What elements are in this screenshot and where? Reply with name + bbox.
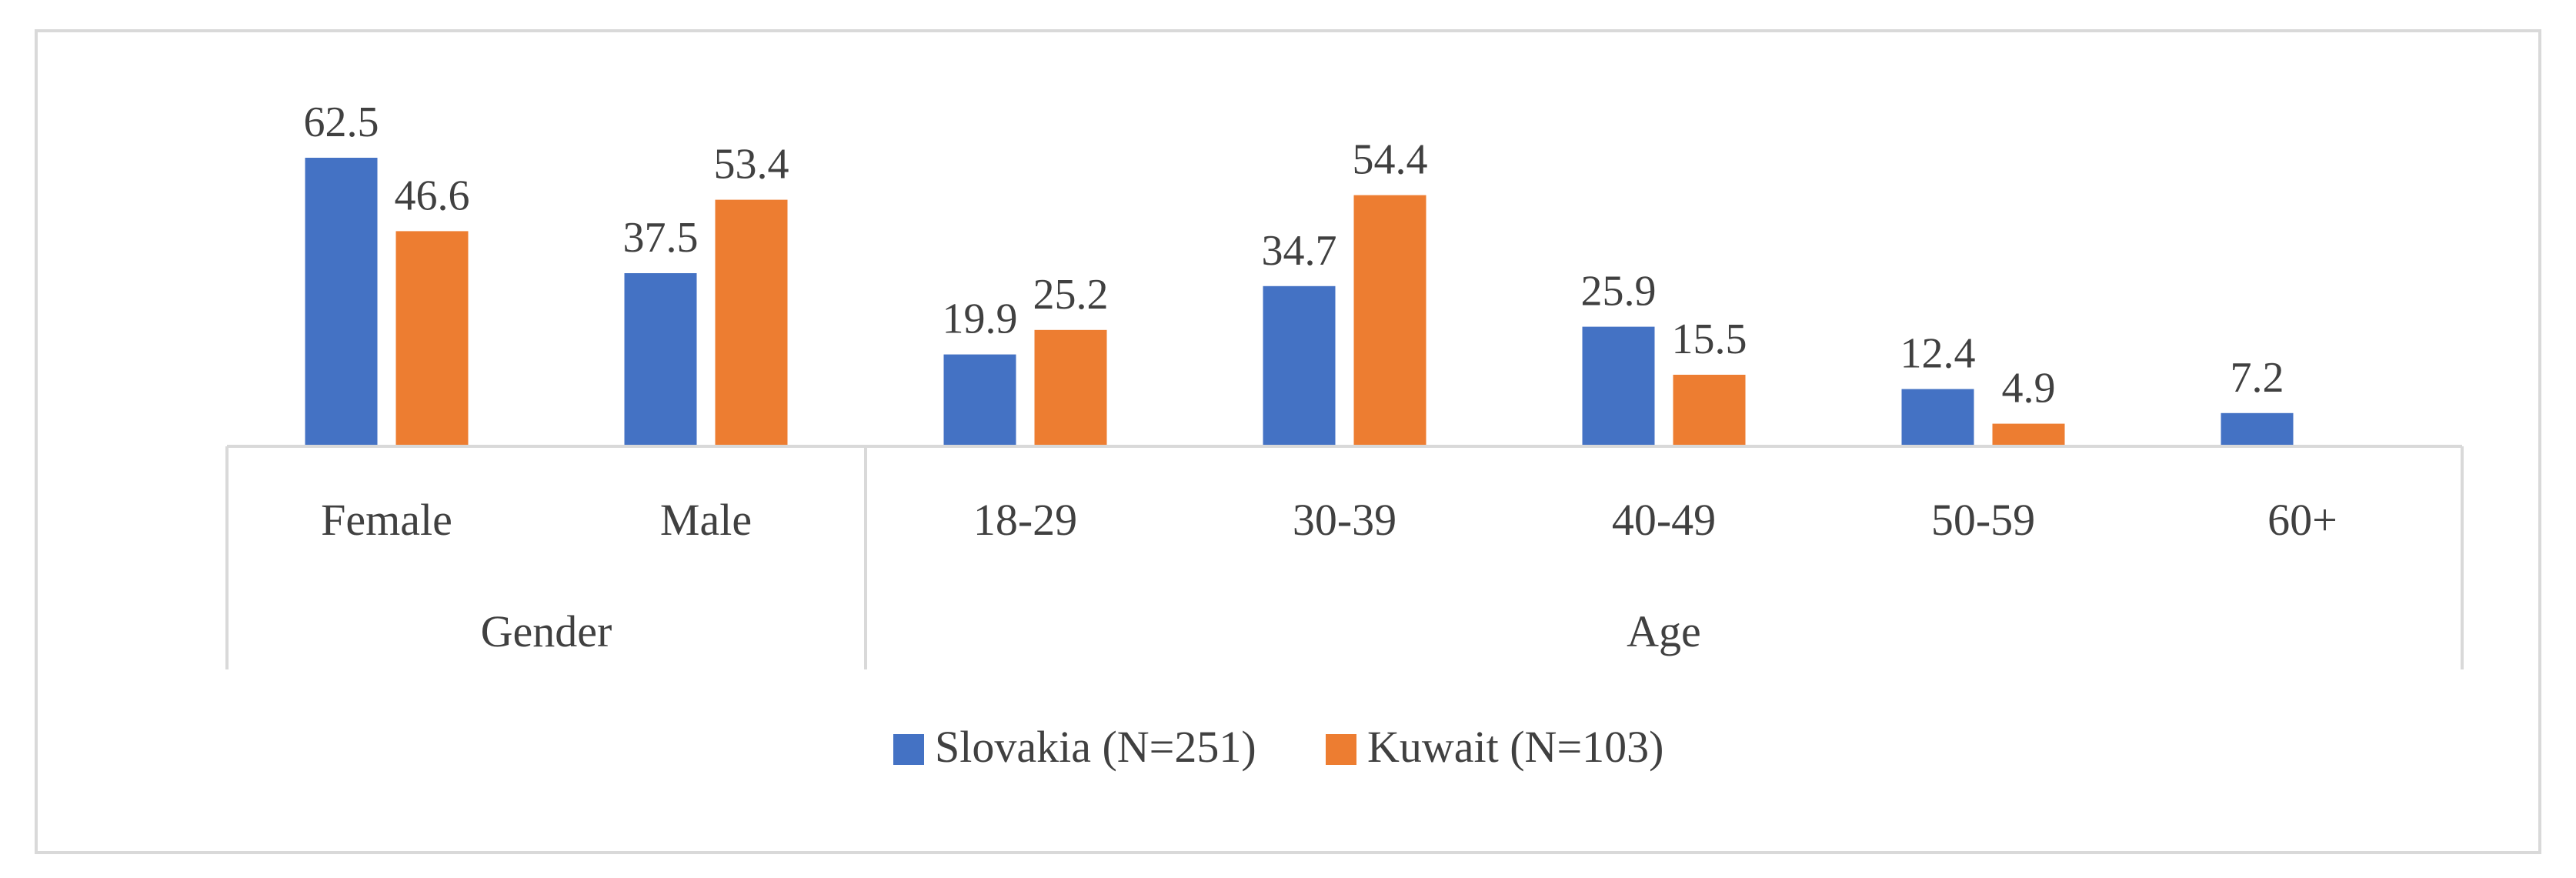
tick-label-50-59: 50-59 — [1931, 495, 2035, 545]
bar-slovakia-n-251-40-49 — [1582, 326, 1655, 446]
legend: Slovakia (N=251) Kuwait (N=103) — [893, 722, 1663, 772]
data-labels-layer: 62.5 46.6 37.5 53.4 19.9 25.2 34.7 54.4 25.9 15.5… — [304, 98, 2284, 412]
data-label-kuwait-n-103-30-39: 54.4 — [1353, 136, 1428, 184]
data-label-kuwait-n-103-50-59: 4.9 — [2002, 365, 2056, 412]
data-label-slovakia-n-251-60: 7.2 — [2231, 354, 2284, 402]
axis-layer: Gender Age Female Male 18-29 30-39 40-49 50-59 6… — [225, 445, 2464, 669]
legend-swatch-kuwait-n-103 — [1326, 734, 1356, 765]
data-label-kuwait-n-103-female: 46.6 — [395, 172, 470, 219]
data-label-kuwait-n-103-18-29: 25.2 — [1033, 271, 1109, 319]
group-label-age: Age — [1627, 606, 1701, 656]
bar-slovakia-n-251-50-59 — [1901, 389, 1974, 446]
bar-slovakia-n-251-18-29 — [943, 354, 1016, 446]
data-label-kuwait-n-103-male: 53.4 — [714, 141, 789, 189]
legend-label-slovakia-n-251: Slovakia (N=251) — [935, 722, 1256, 772]
data-label-slovakia-n-251-female: 62.5 — [304, 98, 379, 146]
tick-label-male: Male — [660, 495, 752, 545]
bar-kuwait-n-103-female — [395, 231, 469, 446]
bar-slovakia-n-251-male — [624, 273, 697, 446]
bar-slovakia-n-251-female — [305, 158, 378, 446]
tick-label-18-29: 18-29 — [973, 495, 1077, 545]
tick-label-60: 60+ — [2267, 495, 2337, 545]
data-label-slovakia-n-251-30-39: 34.7 — [1262, 227, 1337, 275]
legend-label-kuwait-n-103: Kuwait (N=103) — [1367, 722, 1663, 772]
bars-layer — [305, 158, 2294, 446]
bar-kuwait-n-103-30-39 — [1353, 195, 1426, 446]
bar-slovakia-n-251-30-39 — [1263, 285, 1336, 446]
data-label-slovakia-n-251-male: 37.5 — [623, 214, 699, 262]
bar-kuwait-n-103-male — [715, 199, 788, 446]
group-label-gender: Gender — [481, 606, 612, 656]
bar-slovakia-n-251-60 — [2221, 412, 2294, 446]
bar-kuwait-n-103-50-59 — [1992, 423, 2065, 446]
data-label-slovakia-n-251-50-59: 12.4 — [1900, 330, 1976, 378]
tick-label-female: Female — [321, 495, 452, 545]
bar-kuwait-n-103-18-29 — [1034, 329, 1107, 446]
legend-swatch-slovakia-n-251 — [893, 734, 924, 765]
tick-label-30-39: 30-39 — [1293, 495, 1396, 545]
data-label-slovakia-n-251-40-49: 25.9 — [1581, 268, 1657, 315]
bar-kuwait-n-103-40-49 — [1673, 375, 1746, 446]
data-label-kuwait-n-103-40-49: 15.5 — [1672, 315, 1747, 363]
tick-label-40-49: 40-49 — [1612, 495, 1716, 545]
data-label-slovakia-n-251-18-29: 19.9 — [943, 295, 1018, 343]
